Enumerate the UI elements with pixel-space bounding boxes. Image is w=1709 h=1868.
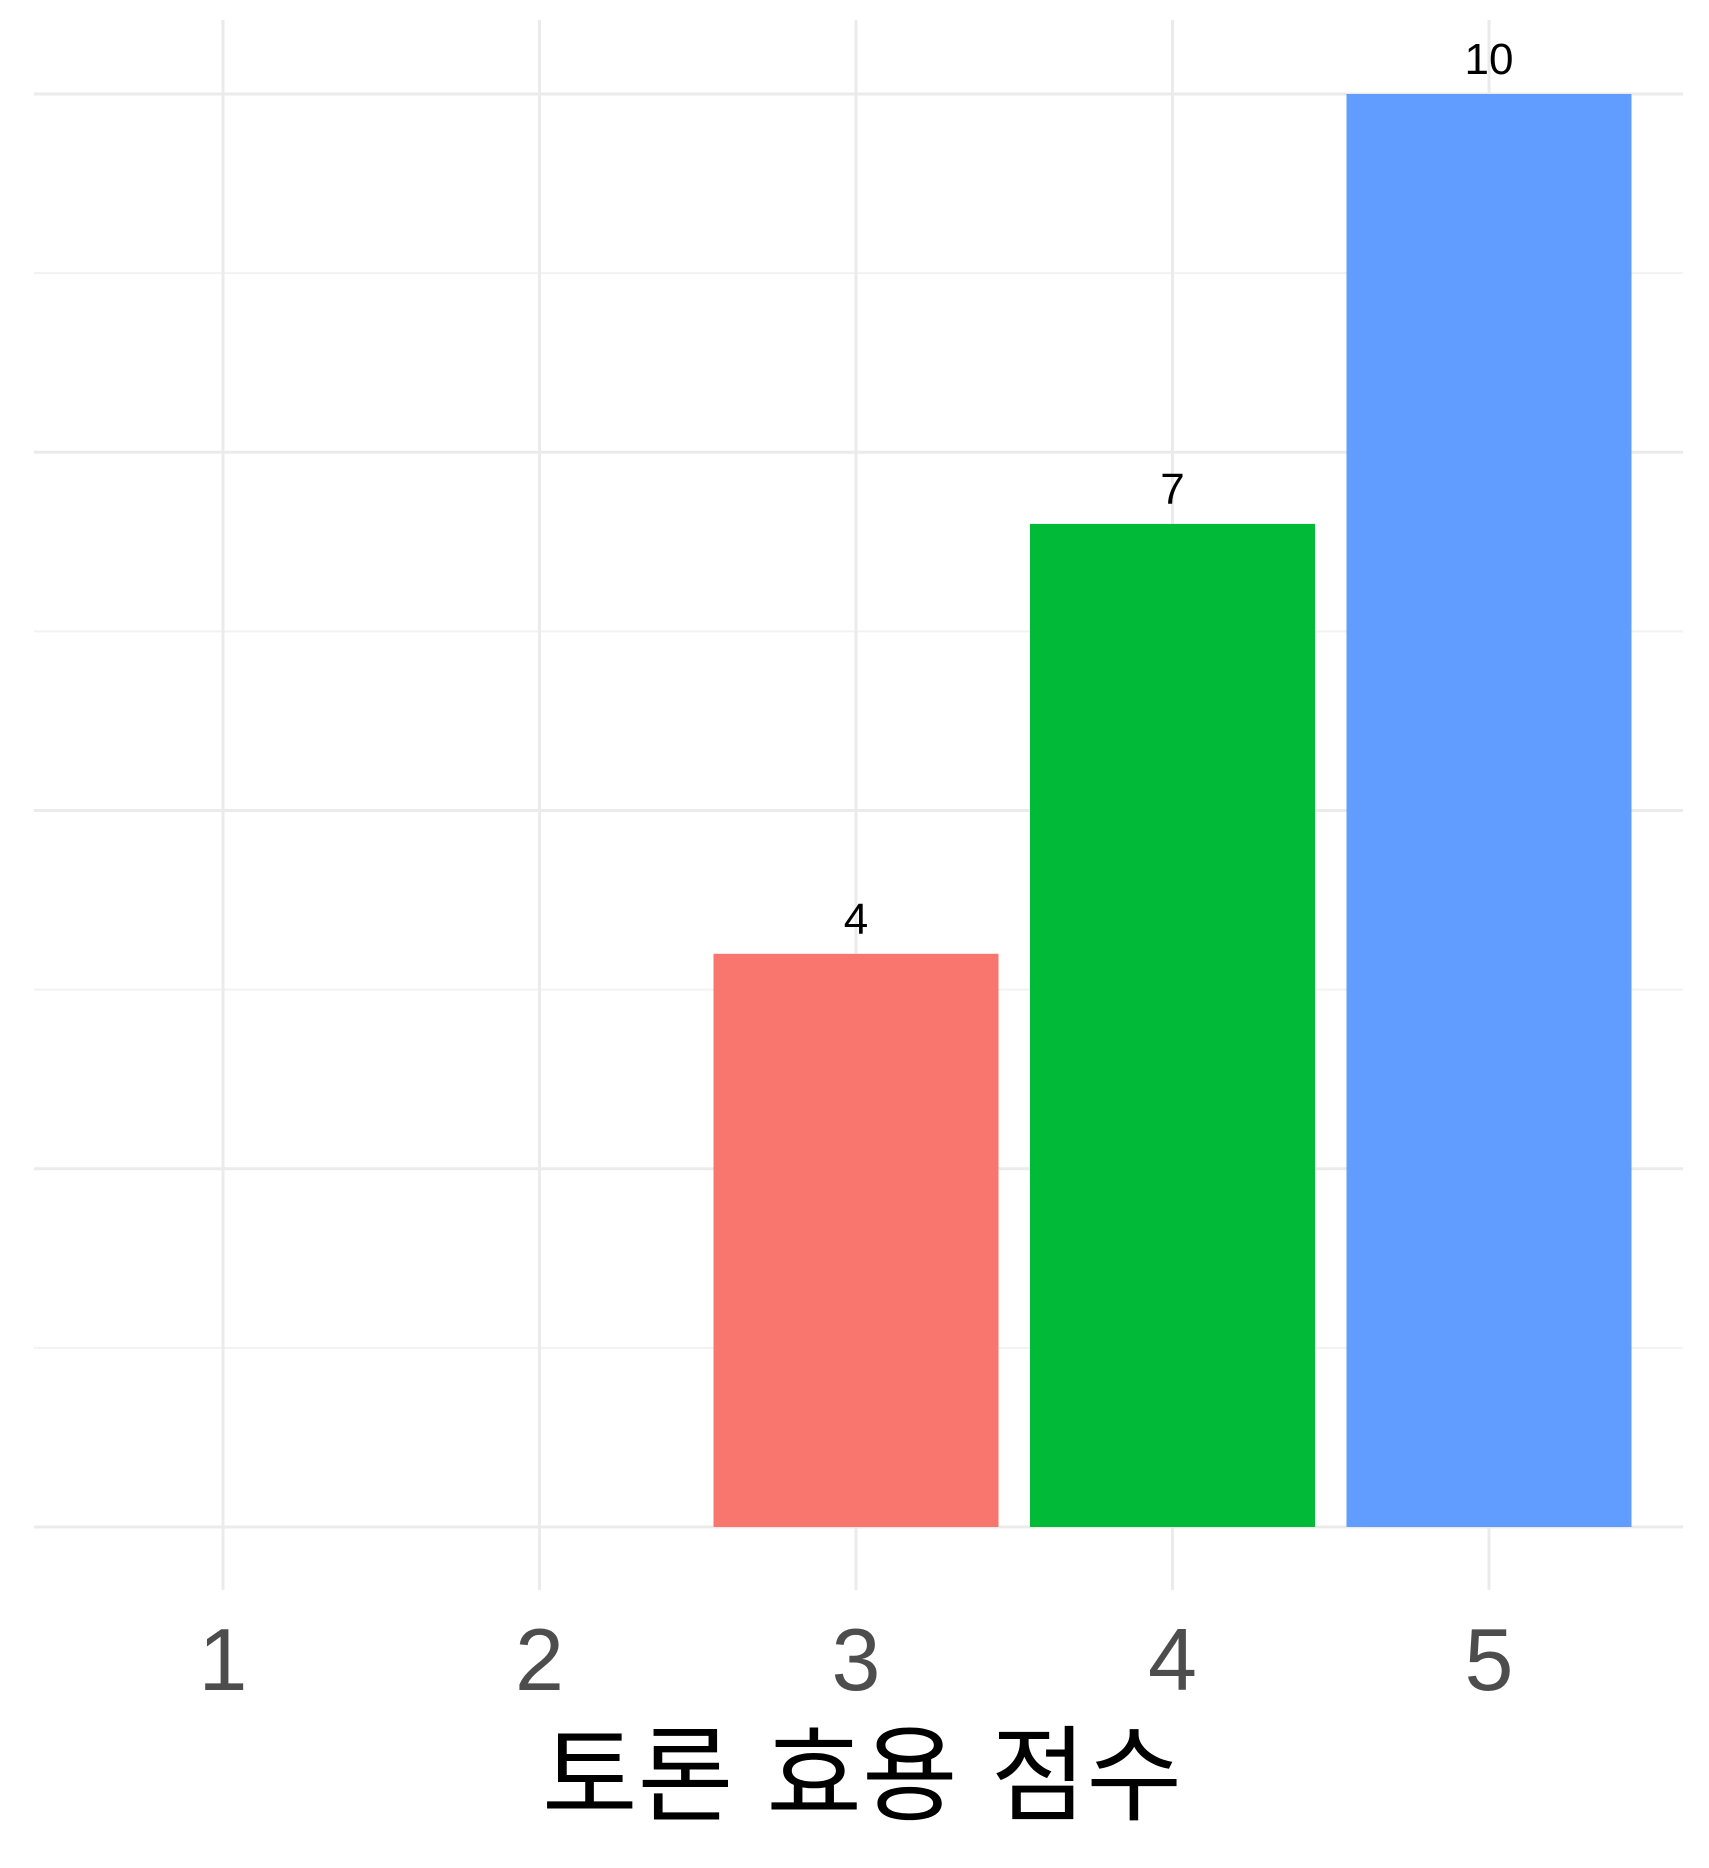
bar-4 [1030,523,1315,1527]
bars [713,94,1632,1527]
data-label-4: 7 [1160,465,1184,514]
x-tick-label-2: 2 [515,1610,564,1709]
data-label-3: 4 [844,895,868,944]
x-tick-label-5: 5 [1465,1610,1514,1709]
x-tick-label-3: 3 [832,1610,881,1709]
bar-5 [1346,94,1632,1527]
data-label-5: 10 [1465,35,1514,84]
x-axis-tick-labels: 1 2 3 4 5 [199,1610,1514,1709]
x-axis-title: 토론 효용 점수 [542,1715,1182,1837]
data-labels: 4 7 10 [844,35,1514,944]
x-tick-label-1: 1 [199,1610,248,1709]
x-tick-label-4: 4 [1148,1610,1197,1709]
bar-3 [713,953,999,1527]
